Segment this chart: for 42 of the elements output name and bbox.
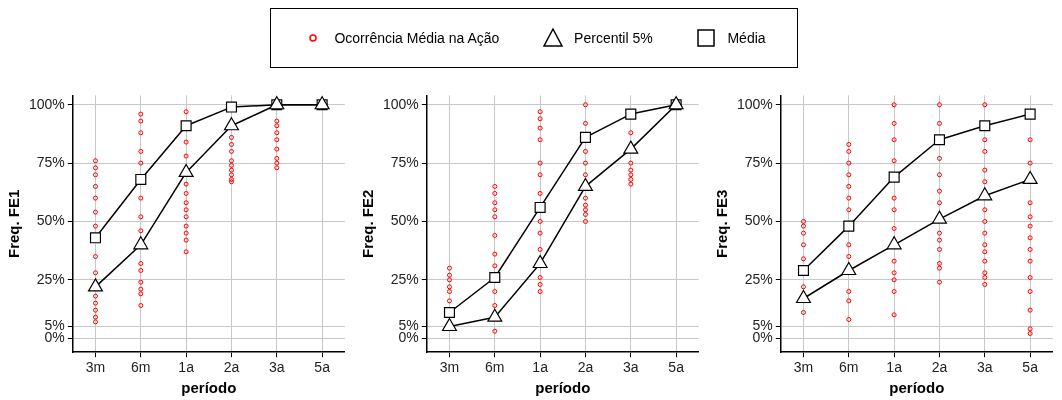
y-tick-label: 75% bbox=[36, 153, 65, 170]
x-axis-title: período bbox=[535, 379, 591, 397]
x-axis-title: período bbox=[181, 379, 237, 397]
y-tick-label: 25% bbox=[744, 270, 773, 287]
legend-label: Percentil 5% bbox=[574, 30, 653, 46]
x-tick-label: 1a bbox=[178, 359, 195, 376]
y-tick-label: 0% bbox=[398, 329, 419, 346]
y-tick-label: 0% bbox=[44, 329, 65, 346]
y-tick-label: 25% bbox=[390, 270, 419, 287]
x-tick-label: 5a bbox=[668, 359, 685, 376]
y-tick-label: 50% bbox=[390, 212, 419, 229]
x-tick-label: 3m bbox=[85, 359, 106, 376]
x-tick-label: 6m bbox=[839, 359, 859, 376]
legend-label: Média bbox=[727, 30, 766, 46]
y-tick-label: 100% bbox=[382, 95, 419, 112]
x-tick-label: 5a bbox=[314, 359, 331, 376]
x-tick-label: 5a bbox=[1022, 359, 1039, 376]
x-tick-label: 1a bbox=[532, 359, 549, 376]
y-tick-label: 50% bbox=[744, 212, 773, 229]
x-tick-label: 3a bbox=[269, 359, 285, 376]
y-tick-label: 50% bbox=[36, 212, 65, 229]
x-tick-label: 3m bbox=[439, 359, 460, 376]
x-tick-label: 2a bbox=[223, 359, 240, 376]
x-tick-label: 6m bbox=[131, 359, 151, 376]
y-axis-title: Freq. FE3 bbox=[713, 189, 731, 258]
x-tick-label: 3a bbox=[623, 359, 639, 376]
x-tick-label: 6m bbox=[485, 359, 505, 376]
x-tick-label: 3m bbox=[793, 359, 814, 376]
x-tick-label: 2a bbox=[577, 359, 594, 376]
y-tick-label: 75% bbox=[390, 153, 419, 170]
y-tick-label: 0% bbox=[752, 329, 773, 346]
y-tick-label: 25% bbox=[36, 270, 65, 287]
x-axis-title: período bbox=[889, 379, 945, 397]
y-tick-label: 75% bbox=[744, 153, 773, 170]
y-axis-title: Freq. FE1 bbox=[5, 189, 23, 258]
x-tick-label: 1a bbox=[886, 359, 903, 376]
x-tick-label: 3a bbox=[977, 359, 993, 376]
y-tick-label: 100% bbox=[28, 95, 65, 112]
y-tick-label: 100% bbox=[736, 95, 773, 112]
legend-label: Ocorrência Média na Ação bbox=[334, 30, 500, 46]
x-tick-label: 2a bbox=[931, 359, 948, 376]
y-axis-title: Freq. FE2 bbox=[359, 189, 377, 258]
